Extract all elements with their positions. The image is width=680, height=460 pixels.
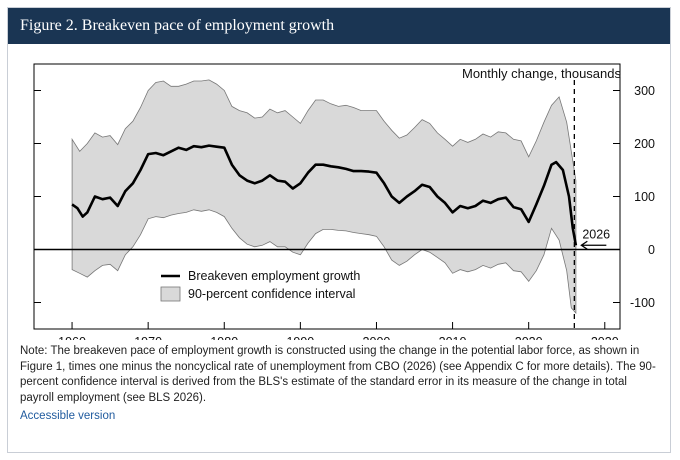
accessible-version-link[interactable]: Accessible version: [20, 410, 116, 422]
legend-label-line: Breakeven employment growth: [188, 269, 360, 283]
x-tick-label: 2000: [363, 335, 391, 340]
x-tick-label: 1960: [58, 335, 86, 340]
legend-band-swatch: [160, 286, 181, 302]
confidence-band: [71, 79, 577, 315]
figure-title: Figure 2. Breakeven pace of employment g…: [20, 17, 335, 34]
y-tick-label: 300: [634, 84, 655, 98]
x-tick-label: 2020: [515, 335, 543, 340]
x-tick-label: 2030: [591, 335, 619, 340]
legend: Breakeven employment growth 90-percent c…: [160, 269, 360, 302]
y-axis-ticks: -100 0 100 200 300: [34, 84, 655, 310]
figure-note: Note: The breakeven pace of employment g…: [20, 345, 656, 404]
figure-title-bar: Figure 2. Breakeven pace of employment g…: [8, 8, 670, 44]
x-axis-ticks: 1960 1970 1980 1990 2000 2010 2020 2030: [58, 322, 619, 340]
breakeven-employment-chart: 1960 1970 1980 1990 2000 2010 2020 2030 -100 0 10…: [33, 63, 655, 340]
x-tick-label: 2010: [439, 335, 467, 340]
figure-panel: Figure 2. Breakeven pace of employment g…: [7, 7, 671, 453]
x-tick-label: 1970: [134, 335, 162, 340]
x-tick-label: 1990: [286, 335, 314, 340]
annotation-2026: 2026: [580, 227, 610, 250]
y-tick-label: 200: [634, 137, 655, 151]
x-tick-label: 1980: [210, 335, 238, 340]
legend-label-band: 90-percent confidence interval: [188, 287, 355, 301]
annotation-arrow-icon: [580, 240, 607, 250]
y-tick-label: 100: [634, 190, 655, 204]
y-axis-label: Monthly change, thousands: [462, 66, 621, 81]
y-tick-label: -100: [630, 296, 655, 310]
y-tick-label: 0: [648, 243, 655, 257]
breakeven-line: [71, 144, 578, 246]
annotation-2026-label: 2026: [582, 227, 610, 241]
